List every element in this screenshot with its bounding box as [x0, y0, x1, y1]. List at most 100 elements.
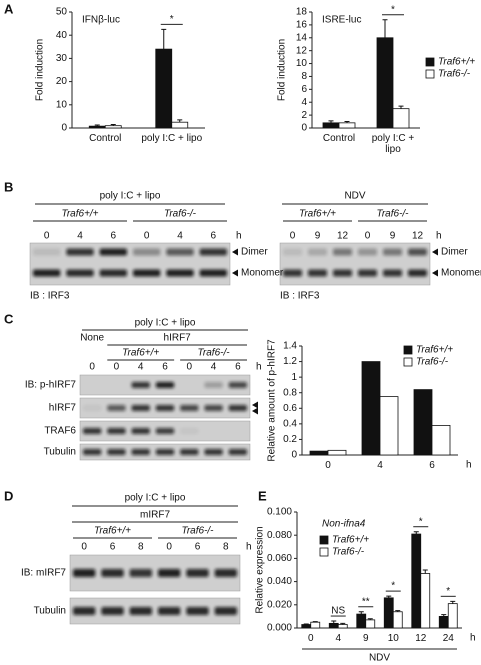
blot-band — [101, 607, 124, 615]
lane-label: 0 — [365, 231, 371, 242]
band-arrow — [432, 269, 438, 277]
blot-band — [73, 607, 96, 615]
y-tick-label: 10 — [56, 99, 68, 110]
legend-swatch — [319, 547, 329, 557]
lane-label: 0 — [114, 362, 120, 373]
y-tick-label: 0.000 — [267, 623, 292, 634]
x-tick-label-box: 9 — [363, 633, 369, 644]
bar — [301, 624, 312, 629]
y-tick-label: 18 — [296, 7, 308, 18]
blot-band — [333, 248, 352, 256]
lane-label: 0 — [290, 231, 296, 242]
x-tick-label: poly I:C + lipo — [371, 133, 415, 155]
lane-label: 4 — [138, 362, 144, 373]
lane-label: 0 — [187, 362, 193, 373]
blot-band — [228, 382, 247, 388]
row-label: IB: p-hIRF7 — [25, 380, 77, 391]
legend-swatch — [403, 345, 413, 355]
bar — [310, 621, 321, 629]
blot-band — [214, 569, 237, 577]
bar — [438, 616, 449, 629]
genotype-label: Traf6-/- — [198, 348, 231, 359]
group-label: hIRF7 — [164, 333, 192, 344]
lane-label: 8 — [138, 542, 144, 553]
blot-band — [133, 269, 161, 277]
bar — [413, 389, 433, 456]
blot-band — [408, 269, 427, 277]
blot-band — [333, 269, 352, 277]
error-bar — [358, 611, 364, 615]
lane-label: 12 — [412, 231, 424, 242]
x-tick-label-box: 6 — [429, 460, 435, 471]
blot-band — [204, 382, 223, 388]
error-bar — [344, 121, 350, 123]
panel-letter: E — [258, 488, 267, 503]
row-label: TRAF6 — [44, 426, 76, 437]
error-bar — [177, 119, 183, 123]
x-axis-label: NDV — [369, 653, 390, 664]
blot-band — [131, 449, 150, 455]
blot-band — [158, 569, 181, 577]
blot-band — [166, 248, 194, 256]
panel-letter: A — [4, 1, 14, 16]
blot-band — [99, 269, 127, 277]
blot-band — [66, 269, 94, 277]
lane-label: 9 — [315, 231, 321, 242]
blot-band — [129, 569, 152, 577]
blot-band — [83, 449, 102, 455]
y-tick-label: 1 — [291, 372, 297, 383]
y-tick-label: 0.080 — [267, 530, 292, 541]
blot-band — [186, 607, 209, 615]
blot-band — [228, 405, 247, 411]
lane-label: 8 — [223, 542, 229, 553]
bar — [88, 125, 106, 129]
row-label: hIRF7 — [49, 403, 77, 414]
y-tick-label: 0.020 — [267, 599, 292, 610]
genotype-label: Traf6+/+ — [61, 209, 98, 220]
legend-label: Traf6+/+ — [332, 535, 369, 546]
blot-band — [107, 449, 126, 455]
blot-band — [107, 428, 126, 434]
significance-label: ** — [362, 596, 370, 607]
y-tick-label: 40 — [56, 30, 68, 41]
y-tick-label: 0.2 — [283, 434, 297, 445]
blot-band — [107, 405, 126, 411]
blot-band — [180, 405, 199, 411]
y-tick-label: 4 — [301, 97, 307, 108]
treatment-label: NDV — [344, 191, 365, 202]
x-tick-label: Control — [322, 133, 356, 144]
x-tick-label: 12 — [415, 633, 427, 644]
blot-band — [180, 428, 199, 434]
bar — [365, 619, 376, 629]
chart-title: Non-ifna4 — [322, 519, 366, 530]
legend-swatch — [319, 535, 329, 545]
blot-band — [33, 248, 61, 256]
blot-band — [358, 248, 377, 256]
band-label: Monomer — [241, 268, 284, 279]
y-tick-label: 0 — [61, 123, 67, 134]
error-bar — [110, 124, 116, 126]
blot-band — [358, 269, 377, 277]
band-label: Dimer — [241, 247, 268, 258]
blot-band — [308, 248, 327, 256]
blot-band — [131, 382, 150, 388]
antibody-label: IB : IRF3 — [280, 291, 320, 302]
row-label: Tubulin — [34, 606, 66, 617]
legend-swatch — [403, 357, 413, 367]
bar — [376, 37, 394, 129]
blot-band — [228, 449, 247, 455]
blot-band — [73, 569, 96, 577]
y-tick-label: 0.100 — [267, 507, 292, 518]
lane-label: 0 — [44, 231, 50, 242]
significance-label: * — [170, 14, 174, 25]
y-tick-label: 0.060 — [267, 553, 292, 564]
y-axis-label: Fold induction — [35, 39, 46, 101]
chart-title: IFNβ-luc — [82, 15, 120, 26]
blot-band — [283, 269, 302, 277]
y-tick-label: 1.2 — [283, 356, 297, 367]
group-label: None — [80, 333, 104, 344]
bar — [337, 624, 348, 629]
error-bar — [386, 595, 392, 598]
lane-label: 6 — [162, 362, 168, 373]
